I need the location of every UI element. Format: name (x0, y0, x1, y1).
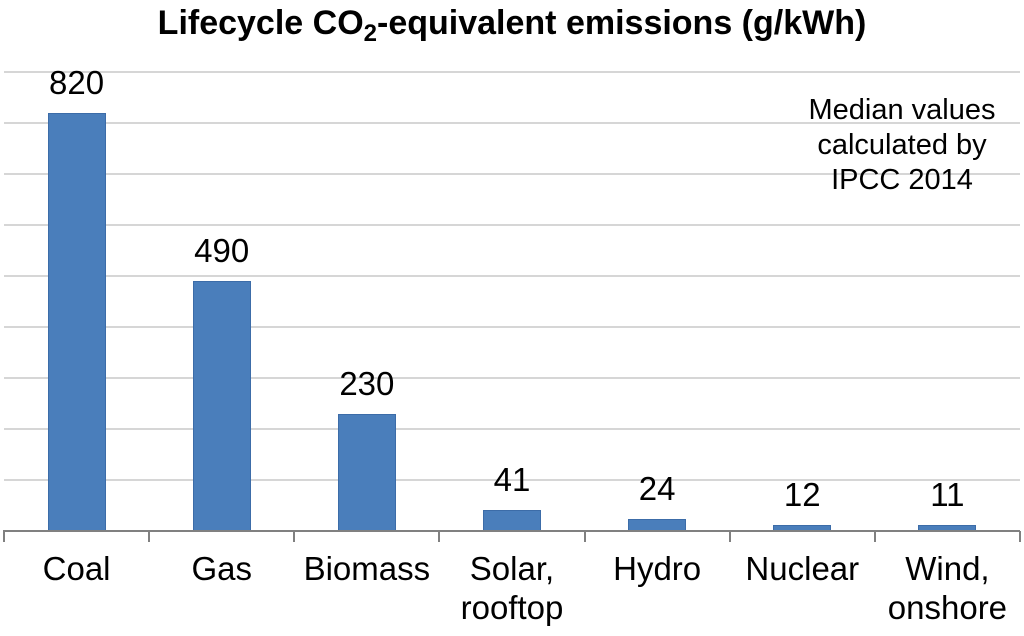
category-label-line: Wind, (905, 550, 990, 587)
bar-coal (47, 112, 106, 531)
x-axis-tick (148, 531, 151, 542)
x-axis-tick (583, 531, 586, 542)
category-label-solar-rooftop: Solar, rooftop (432, 549, 592, 627)
category-label-line: Hydro (613, 550, 702, 587)
bar-gas (192, 281, 251, 531)
category-label-line: Solar, (469, 550, 555, 587)
gridline-100 (4, 479, 1020, 481)
category-label-line: Coal (42, 550, 111, 587)
annotation-line: Median values (808, 94, 996, 126)
value-label-hydro: 24 (638, 469, 676, 507)
annotation-line: calculated by (817, 129, 987, 161)
category-label-line: Gas (191, 550, 252, 587)
category-label-coal: Coal (0, 549, 157, 588)
value-label-solar-rooftop: 41 (493, 461, 531, 499)
x-axis-tick (438, 531, 441, 542)
value-label-wind-onshore: 11 (930, 476, 965, 514)
category-label-wind-onshore: Wind, onshore (867, 549, 1024, 627)
gridline-600 (4, 224, 1020, 226)
category-label-gas: Gas (142, 549, 302, 588)
chart-title: Lifecycle CO2-equivalent emissions (g/kW… (0, 1, 1024, 47)
category-label-line: rooftop (460, 589, 564, 626)
gridline-700 (4, 173, 1020, 175)
chart-title-suffix: -equivalent emissions (g/kWh) (377, 4, 867, 42)
category-label-line: onshore (887, 589, 1008, 626)
category-label-hydro: Hydro (577, 549, 737, 588)
category-label-nuclear: Nuclear (722, 549, 882, 588)
gridline-800 (4, 122, 1020, 124)
category-label-line: Nuclear (745, 550, 860, 587)
value-label-gas: 490 (194, 232, 250, 270)
gridline-200 (4, 428, 1020, 430)
value-label-biomass: 230 (339, 364, 395, 402)
gridline-300 (4, 377, 1020, 379)
x-axis-line (3, 530, 1020, 532)
category-label-biomass: Biomass (287, 549, 447, 588)
bar-solar-rooftop (483, 510, 541, 531)
chart-title-subscript: 2 (363, 20, 378, 47)
annotation: Median values calculated by IPCC 2014 (797, 93, 1007, 198)
x-axis-tick (873, 531, 876, 542)
x-axis-tick (293, 531, 296, 542)
value-label-coal: 820 (49, 63, 105, 101)
gridline-400 (4, 326, 1020, 328)
x-axis-tick (3, 531, 5, 542)
chart-title-prefix: Lifecycle CO (157, 4, 364, 42)
value-label-nuclear: 12 (783, 475, 821, 513)
gridline-900 (4, 71, 1020, 73)
bar-biomass (337, 413, 396, 531)
gridline-500 (4, 275, 1020, 277)
x-axis-tick (728, 531, 731, 542)
annotation-line: IPCC 2014 (831, 164, 973, 196)
category-label-line: Biomass (303, 550, 431, 587)
x-axis-tick (1019, 531, 1021, 542)
